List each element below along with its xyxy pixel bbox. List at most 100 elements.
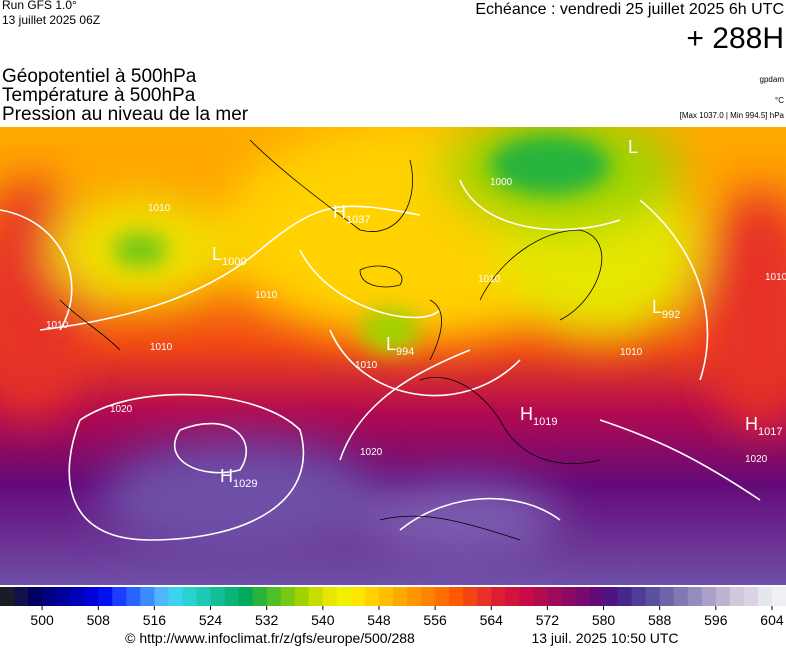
colorbar-tick-label: 580	[592, 612, 616, 628]
colorbar-cell	[645, 587, 661, 606]
colorbar-cell	[631, 587, 647, 606]
colorbar-cell	[364, 587, 380, 606]
colorbar-cell	[505, 587, 520, 606]
contour-label: 1020	[110, 404, 133, 415]
contour-label: 1020	[745, 454, 768, 465]
colorbar-cell	[140, 587, 155, 606]
colorbar-tick-label: 508	[87, 612, 111, 628]
colorbar-cell	[687, 587, 703, 606]
map	[0, 127, 786, 585]
center-type: H	[745, 414, 758, 434]
colorbar-cell	[617, 587, 633, 606]
center-type: H	[220, 466, 233, 486]
colorbar-cell	[252, 587, 268, 606]
colorbar-cell	[322, 587, 338, 606]
contour-label: 1010	[150, 342, 173, 353]
center-type: H	[333, 202, 346, 222]
pressure-center: L994	[386, 334, 414, 358]
colorbar-cell	[196, 587, 211, 606]
colorbar-cell	[168, 587, 183, 606]
colorbar-cell	[42, 587, 57, 606]
colorbar-cell	[575, 587, 590, 606]
colorbar-cell	[294, 587, 310, 606]
colorbar-cell	[491, 587, 506, 606]
colorbar-cell	[28, 587, 43, 606]
contour-label: 1010	[46, 320, 69, 331]
colorbar-tick-label: 588	[648, 612, 672, 628]
contour-label: 1000	[490, 177, 513, 188]
pressure-center: H1037	[333, 202, 370, 226]
colorbar-cell	[729, 587, 745, 606]
colorbar-tick-label: 516	[143, 612, 167, 628]
colorbar-cell	[126, 587, 141, 606]
colorbar: 500 508 516 524 532 540 548 556 564 572 580 588 596 6…	[0, 587, 786, 628]
colorbar-tick-label: 540	[311, 612, 335, 628]
colorbar-tick-label: 564	[480, 612, 504, 628]
colorbar-cell	[70, 587, 85, 606]
source-url: © http://www.infoclimat.fr/z/gfs/europe/…	[125, 630, 415, 646]
colorbar-cell	[659, 587, 675, 606]
colorbar-cell	[280, 587, 296, 606]
colorbar-cell	[477, 587, 492, 606]
echeance: Echéance : vendredi 25 juillet 2025 6h U…	[475, 1, 784, 18]
colorbar-cell	[84, 587, 99, 606]
contour-label: 1010	[478, 274, 501, 285]
colorbar-tick-label: 604	[760, 612, 784, 628]
contour-label: 1010	[148, 203, 171, 214]
center-value: 1029	[233, 478, 257, 490]
unit: gpdam	[760, 75, 785, 84]
contour-label: 1020	[360, 447, 383, 458]
center-value: 992	[662, 309, 680, 321]
colorbar-cell	[224, 587, 240, 606]
colorbar-cell	[743, 587, 759, 606]
colorbar-cell	[771, 587, 786, 606]
colorbar-tick-label: 572	[536, 612, 560, 628]
colorbar-cell	[407, 587, 422, 606]
pressure-center: H1019	[520, 404, 557, 428]
colorbar-tick-label: 532	[255, 612, 279, 628]
colorbar-cell	[547, 587, 562, 606]
center-type: L	[628, 137, 638, 157]
contour-label: 1010	[255, 290, 278, 301]
unit: °C	[775, 96, 784, 105]
colorbar-cell	[266, 587, 282, 606]
colorbar-cell	[463, 587, 478, 606]
pressure-center: L	[628, 137, 638, 157]
center-value: 994	[396, 346, 414, 358]
center-value: 1037	[346, 214, 370, 226]
center-value: 1019	[533, 416, 557, 428]
contour-label: 1010	[620, 347, 643, 358]
title: Température à 500hPa	[2, 85, 196, 106]
center-type: L	[212, 244, 222, 264]
colorbar-cell	[182, 587, 197, 606]
run: Run GFS 1.0°	[2, 0, 77, 12]
colorbar-cell	[56, 587, 71, 606]
unit: [Max 1037.0 | Min 994.5] hPa	[680, 111, 785, 120]
colorbar-cell	[14, 587, 29, 606]
contour-label: 1010	[355, 360, 378, 371]
run-date: 13 juillet 2025 06Z	[2, 13, 100, 27]
center-value: 1017	[758, 426, 782, 438]
colorbar-tick-label: 500	[30, 612, 54, 628]
colorbar-cell	[421, 587, 436, 606]
pressure-center: L992	[652, 297, 680, 321]
colorbar-cell	[112, 587, 127, 606]
colorbar-cell	[210, 587, 225, 606]
pressure-center: H1017	[745, 414, 782, 438]
colorbar-cell	[350, 587, 366, 606]
title: Géopotentiel à 500hPa	[2, 66, 197, 87]
colorbar-cell	[238, 587, 254, 606]
colorbar-cell	[757, 587, 773, 606]
colorbar-tick-label: 548	[367, 612, 391, 628]
center-type: H	[520, 404, 533, 424]
colorbar-cell	[589, 587, 604, 606]
contour-label: 1010	[765, 272, 786, 283]
colorbar-cell	[715, 587, 731, 606]
center-type: L	[652, 297, 662, 317]
colorbar-cell	[673, 587, 689, 606]
colorbar-cell	[336, 587, 352, 606]
center-type: L	[386, 334, 396, 354]
colorbar-cell	[308, 587, 324, 606]
colorbar-cell	[603, 587, 618, 606]
